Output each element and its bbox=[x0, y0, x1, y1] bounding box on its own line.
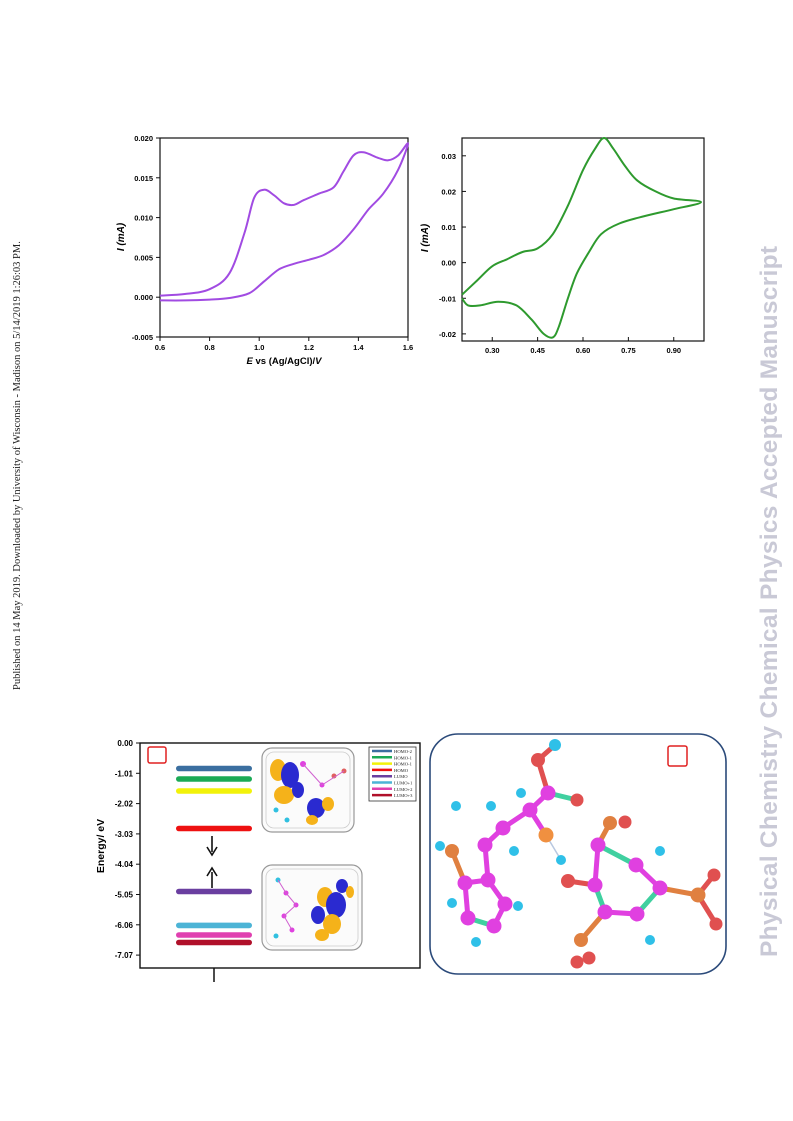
energy-level-diagram: 0.00-1.01-2.02-3.03-4.04-5.05-6.06-7.07 … bbox=[95, 739, 421, 982]
y-tick-label: -0.005 bbox=[132, 333, 153, 342]
energy-level-bar bbox=[176, 765, 252, 772]
x-tick-label: 1.2 bbox=[304, 343, 314, 352]
y-tick-label: -1.01 bbox=[115, 769, 134, 778]
energy-level-bar bbox=[176, 825, 252, 832]
x-tick-label: 0.60 bbox=[576, 346, 591, 355]
y-tick-label: -5.05 bbox=[115, 891, 134, 900]
x-tick-label: 0.75 bbox=[621, 346, 636, 355]
legend: HOMO-2HOMO-1HOMO-1HOMOLUMOLUMO+1LUMO+2LU… bbox=[368, 746, 417, 802]
series-line bbox=[461, 136, 703, 339]
y-tick-label: -3.03 bbox=[115, 830, 134, 839]
watermark-text: Physical Chemistry Chemical Physics Acce… bbox=[756, 245, 783, 957]
y-tick-label: -2.02 bbox=[115, 800, 134, 809]
publication-note-text: Published on 14 May 2019. Downloaded by … bbox=[12, 241, 23, 690]
energy-level-bar bbox=[176, 939, 252, 946]
y-tick-label: -4.04 bbox=[115, 860, 134, 869]
y-tick-label: 0.010 bbox=[134, 214, 153, 223]
legend-label: HOMO bbox=[394, 768, 409, 773]
panel-label-box bbox=[147, 746, 167, 764]
cv-chart-green: 0.30 0.45 0.60 0.75 0.90 -0.02 -0.01 0.00 0.01 0.… bbox=[420, 136, 705, 355]
tick-labels: 0.6 0.8 1.0 1.2 1.4 1.6 -0.005 0.000 0.005 0.010 0… bbox=[132, 134, 414, 352]
cv-chart-purple: 0.6 0.8 1.0 1.2 1.4 1.6 -0.005 0.000 0.005 0.010 0… bbox=[116, 134, 414, 367]
y-tick-label: 0.015 bbox=[134, 174, 153, 183]
plot-frame bbox=[159, 137, 409, 338]
y-tick-label: 0.005 bbox=[134, 253, 153, 262]
y-tick-label: 0.020 bbox=[134, 134, 153, 143]
y-tick-label: 0.00 bbox=[117, 739, 133, 748]
transition-arrows bbox=[206, 836, 218, 888]
tick-labels: 0.00 -1.01 -2.02 -3.03 -4.04 -5.05 -6.06 -7.07 bbox=[115, 739, 140, 960]
x-tick-label: 1.6 bbox=[403, 343, 413, 352]
x-tick-label: 0.6 bbox=[155, 343, 165, 352]
energy-level-bar bbox=[176, 888, 252, 895]
y-tick-label: -7.07 bbox=[115, 951, 134, 960]
legend-label: HOMO-1 bbox=[394, 755, 413, 760]
y-tick-label: -0.02 bbox=[439, 330, 456, 339]
y-tick-label: 0.01 bbox=[441, 223, 456, 232]
y-tick-label: 0.02 bbox=[441, 187, 456, 196]
publication-note: Published on 14 May 2019. Downloaded by … bbox=[12, 0, 32, 1121]
series-line bbox=[159, 142, 410, 302]
x-tick-label: 0.30 bbox=[485, 346, 500, 355]
y-tick-label: 0.03 bbox=[441, 152, 456, 161]
y-tick-label: 0.000 bbox=[134, 293, 153, 302]
y-axis-label: Energy/ eV bbox=[95, 819, 107, 873]
y-axis-label: I (mA) bbox=[116, 222, 127, 251]
energy-level-bar bbox=[176, 776, 252, 782]
legend-label: LUMO+2 bbox=[394, 787, 413, 792]
x-tick-label: 1.0 bbox=[254, 343, 264, 352]
x-tick-label: 0.45 bbox=[530, 346, 545, 355]
energy-level-bar bbox=[176, 932, 252, 938]
x-tick-label: 0.8 bbox=[204, 343, 214, 352]
y-tick-label: -6.06 bbox=[115, 921, 134, 930]
energy-levels bbox=[176, 765, 252, 946]
atoms bbox=[435, 739, 723, 969]
energy-level-bar bbox=[176, 922, 252, 929]
y-tick-label: 0.00 bbox=[441, 259, 456, 268]
panel-label-box bbox=[667, 745, 688, 767]
x-tick-label: 1.4 bbox=[353, 343, 364, 352]
homo-orbital-image bbox=[261, 747, 355, 833]
legend-label: HOMO-1 bbox=[394, 762, 413, 767]
watermark: Physical Chemistry Chemical Physics Acce… bbox=[756, 0, 793, 1121]
tick-labels: 0.30 0.45 0.60 0.75 0.90 -0.02 -0.01 0.00 0.01 0.… bbox=[439, 152, 681, 355]
legend-label: LUMO+3 bbox=[394, 793, 413, 798]
x-axis-label: E vs (Ag/AgCl)/V bbox=[247, 356, 323, 367]
legend-label: HOMO-2 bbox=[394, 749, 413, 754]
y-axis-label: I (mA) bbox=[420, 223, 431, 252]
molecular-structure-image bbox=[429, 733, 727, 975]
x-tick-label: 0.90 bbox=[666, 346, 681, 355]
panel-frame bbox=[429, 733, 727, 975]
energy-level-bar bbox=[176, 788, 252, 794]
lumo-orbital-image bbox=[261, 864, 363, 951]
legend-label: LUMO bbox=[394, 774, 408, 779]
y-tick-label: -0.01 bbox=[439, 294, 456, 303]
legend-label: LUMO+1 bbox=[394, 781, 413, 786]
